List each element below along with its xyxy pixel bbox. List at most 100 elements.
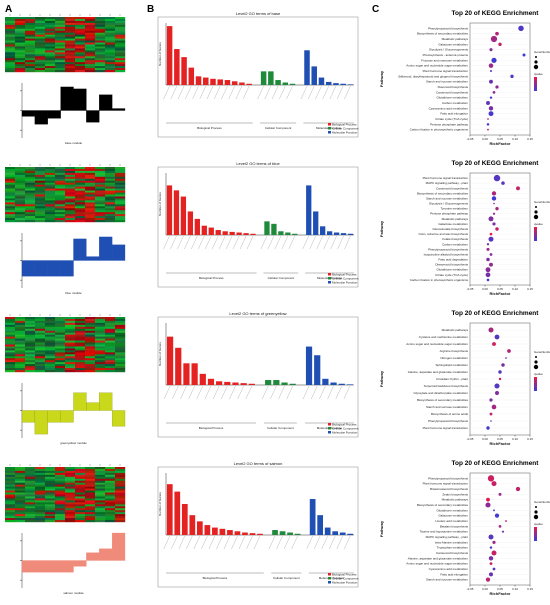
heatmap-cell: [5, 330, 16, 333]
heatmap-cell: [15, 188, 26, 191]
heatmap-cell: [105, 28, 116, 31]
heatmap-cell: [85, 36, 96, 39]
heatmap-cell: [105, 174, 116, 178]
heatmap-cell: [95, 326, 106, 329]
go-bar: [194, 218, 200, 235]
heatmap-cell: [95, 180, 106, 183]
heatmap-cell: [25, 320, 36, 324]
heatmap-cell: [95, 70, 106, 73]
heatmap-cell: [85, 510, 96, 513]
heatmap-cell: [105, 366, 116, 369]
kegg-point: [495, 206, 499, 211]
heatmap-cell: [25, 502, 36, 505]
heatmap-cell: [15, 472, 26, 476]
heatmap-cell: [5, 200, 16, 203]
trend-x-label: salmon module: [63, 591, 84, 595]
go-bar: [173, 190, 180, 235]
heatmap-cell: [115, 68, 126, 71]
heatmap-cell: [65, 476, 76, 479]
heatmap-cell: [105, 178, 116, 181]
heatmap-cell: [25, 348, 36, 351]
heatmap-cell: [15, 364, 26, 367]
heatmap-cell: [105, 60, 116, 63]
heatmap-cell: [15, 18, 26, 22]
heatmap-cell: [45, 198, 56, 201]
kegg-pathway-label: Phenylpropanoid biosynthesis: [428, 247, 468, 251]
kegg-pathway-label: Glycolysis / Gluconeogenesis: [429, 48, 469, 52]
heatmap-cell: [45, 204, 56, 207]
heatmap-cell: [15, 220, 26, 223]
heatmap-cell: [95, 352, 106, 355]
heatmap-cell: [55, 42, 66, 45]
heatmap-cell: [5, 50, 16, 53]
heatmap-cell: [45, 44, 56, 47]
heatmap-cell: [55, 468, 66, 472]
heatmap-cell: [25, 510, 36, 513]
heatmap-cell: [15, 318, 26, 322]
heatmap-cell: [55, 506, 66, 509]
heatmap-cell: [95, 494, 106, 497]
heatmap-cell: [35, 520, 46, 523]
heatmap-cell: [25, 504, 36, 507]
heatmap-cell: [105, 490, 116, 493]
heatmap-cell: [105, 204, 116, 207]
heatmap-cell: [55, 167, 66, 170]
go-bar: [330, 382, 337, 385]
go-category-label: [177, 235, 184, 250]
heatmap-cell: [65, 68, 76, 71]
heatmap-cell: [25, 330, 36, 333]
go-legend-swatch: [328, 577, 331, 580]
heatmap-cell: [5, 474, 16, 478]
heatmap-cell: [75, 356, 86, 359]
go-bar: [275, 80, 281, 85]
go-bar: [201, 225, 207, 235]
heatmap-cell: [35, 346, 46, 349]
go-bar: [239, 82, 245, 85]
heatmap-cell: [5, 322, 16, 326]
heatmap-cell: [115, 44, 126, 47]
heatmap-cell: [95, 30, 106, 33]
kegg-point: [489, 232, 493, 236]
heatmap-cell: [35, 342, 46, 345]
heatmap-cell: [75, 48, 86, 51]
go-category-label: [308, 85, 315, 100]
heatmap-cell: [115, 494, 126, 497]
heatmap-cell: [85, 64, 96, 67]
go-legend-label: Molecular Function: [332, 580, 358, 584]
go-chart-frame: [157, 16, 359, 138]
heatmap-cell: [105, 170, 116, 174]
heatmap-cell: [5, 470, 16, 474]
heatmap-cell: [85, 44, 96, 47]
heatmap-cell: [15, 326, 26, 329]
heatmap-cell: [25, 472, 36, 476]
heatmap-cell: [105, 220, 116, 223]
go-category-label: [163, 235, 170, 250]
heatmap-cell: [115, 360, 126, 363]
heatmap-cell: [65, 168, 76, 172]
heatmap-cell: [85, 322, 96, 326]
go-legend-label: Molecular Function: [332, 430, 358, 434]
heatmap-cell: [45, 62, 56, 65]
heatmap-cell: [105, 218, 116, 221]
heatmap-cell: [15, 482, 26, 485]
heatmap-cell: [15, 324, 26, 328]
kegg-point: [488, 556, 494, 561]
go-bar: [242, 532, 248, 535]
heatmap-cell: [35, 494, 46, 497]
heatmap-cell: [25, 52, 36, 55]
heatmap-cell: [85, 498, 96, 501]
heatmap-cell: [115, 366, 126, 369]
heatmap-cell: [75, 202, 86, 205]
heatmap-cell: [115, 174, 126, 178]
heatmap-cell: [5, 48, 16, 51]
heatmap-cell: [25, 500, 36, 503]
trend-chart: base module: [20, 83, 126, 145]
heatmap-cell: [55, 482, 66, 485]
heatmap-cell: [65, 208, 76, 211]
heatmap-cell: [65, 212, 76, 215]
heatmap: [5, 14, 126, 73]
heatmap-cell: [105, 188, 116, 191]
heatmap-cell: [85, 482, 96, 485]
heatmap-cell: [75, 318, 86, 322]
heatmap-cell: [5, 42, 16, 45]
